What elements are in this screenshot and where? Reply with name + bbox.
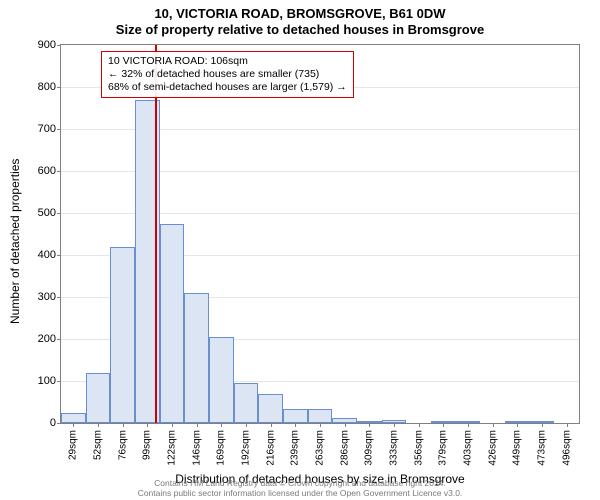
x-tick-label: 239sqm — [290, 430, 301, 466]
histogram-bar — [283, 409, 308, 423]
x-tick-mark — [172, 423, 173, 427]
footer-line-2: Contains public sector information licen… — [0, 488, 600, 498]
x-tick-label: 99sqm — [142, 430, 153, 460]
x-tick-mark — [419, 423, 420, 427]
y-tick-mark — [57, 213, 61, 214]
y-tick-label: 900 — [6, 39, 56, 51]
y-tick-mark — [57, 87, 61, 88]
chart-container: 10, VICTORIA ROAD, BROMSGROVE, B61 0DW S… — [0, 0, 600, 500]
x-tick-label: 403sqm — [463, 430, 474, 466]
x-tick-label: 356sqm — [413, 430, 424, 466]
x-tick-mark — [123, 423, 124, 427]
reference-line — [155, 45, 157, 423]
y-tick-mark — [57, 423, 61, 424]
histogram-bar — [110, 247, 135, 423]
x-tick-label: 216sqm — [265, 430, 276, 466]
x-tick-label: 309sqm — [364, 430, 375, 466]
x-tick-label: 286sqm — [339, 430, 350, 466]
y-tick-mark — [57, 45, 61, 46]
x-tick-label: 29sqm — [68, 430, 79, 460]
x-tick-label: 146sqm — [191, 430, 202, 466]
title-line-1: 10, VICTORIA ROAD, BROMSGROVE, B61 0DW — [0, 6, 600, 22]
x-tick-mark — [443, 423, 444, 427]
histogram-bar — [234, 383, 259, 423]
x-tick-label: 192sqm — [241, 430, 252, 466]
x-tick-mark — [246, 423, 247, 427]
histogram-bar — [184, 293, 209, 423]
y-tick-label: 300 — [6, 291, 56, 303]
title-line-2: Size of property relative to detached ho… — [0, 22, 600, 38]
y-tick-label: 100 — [6, 375, 56, 387]
y-tick-mark — [57, 297, 61, 298]
histogram-bar — [308, 409, 333, 423]
y-tick-label: 0 — [6, 417, 56, 429]
note-line-3: 68% of semi-detached houses are larger (… — [108, 81, 347, 94]
y-tick-mark — [57, 255, 61, 256]
y-tick-mark — [57, 129, 61, 130]
plot-area: 10 VICTORIA ROAD: 106sqm ← 32% of detach… — [60, 44, 580, 424]
x-tick-label: 333sqm — [389, 430, 400, 466]
x-tick-label: 426sqm — [487, 430, 498, 466]
y-tick-mark — [57, 381, 61, 382]
x-tick-mark — [320, 423, 321, 427]
histogram-bar — [209, 337, 234, 423]
y-tick-label: 600 — [6, 165, 56, 177]
x-tick-mark — [221, 423, 222, 427]
histogram-bar — [86, 373, 111, 423]
x-tick-mark — [517, 423, 518, 427]
footer-line-1: Contains HM Land Registry data © Crown c… — [0, 478, 600, 488]
x-tick-mark — [567, 423, 568, 427]
y-tick-mark — [57, 339, 61, 340]
y-tick-mark — [57, 171, 61, 172]
x-tick-mark — [369, 423, 370, 427]
x-tick-label: 263sqm — [315, 430, 326, 466]
histogram-bar — [160, 224, 185, 424]
x-tick-mark — [147, 423, 148, 427]
footer-attribution: Contains HM Land Registry data © Crown c… — [0, 478, 600, 498]
note-line-2: ← 32% of detached houses are smaller (73… — [108, 68, 347, 81]
note-line-1: 10 VICTORIA ROAD: 106sqm — [108, 55, 347, 68]
x-tick-mark — [271, 423, 272, 427]
histogram-bar — [258, 394, 283, 423]
y-tick-label: 800 — [6, 81, 56, 93]
y-tick-label: 400 — [6, 249, 56, 261]
x-tick-label: 122sqm — [167, 430, 178, 466]
y-tick-label: 200 — [6, 333, 56, 345]
x-tick-mark — [468, 423, 469, 427]
x-tick-label: 76sqm — [117, 430, 128, 460]
x-tick-mark — [493, 423, 494, 427]
x-tick-label: 169sqm — [216, 430, 227, 466]
x-tick-mark — [542, 423, 543, 427]
x-tick-label: 379sqm — [438, 430, 449, 466]
x-tick-label: 473sqm — [537, 430, 548, 466]
chart-title: 10, VICTORIA ROAD, BROMSGROVE, B61 0DW S… — [0, 0, 600, 39]
x-tick-mark — [295, 423, 296, 427]
x-tick-mark — [73, 423, 74, 427]
reference-note-box: 10 VICTORIA ROAD: 106sqm ← 32% of detach… — [101, 51, 354, 98]
x-tick-label: 52sqm — [93, 430, 104, 460]
histogram-bar — [61, 413, 86, 424]
x-tick-mark — [345, 423, 346, 427]
y-tick-label: 500 — [6, 207, 56, 219]
x-tick-mark — [197, 423, 198, 427]
x-tick-label: 496sqm — [561, 430, 572, 466]
y-tick-label: 700 — [6, 123, 56, 135]
x-tick-label: 449sqm — [512, 430, 523, 466]
x-tick-mark — [394, 423, 395, 427]
x-tick-mark — [98, 423, 99, 427]
